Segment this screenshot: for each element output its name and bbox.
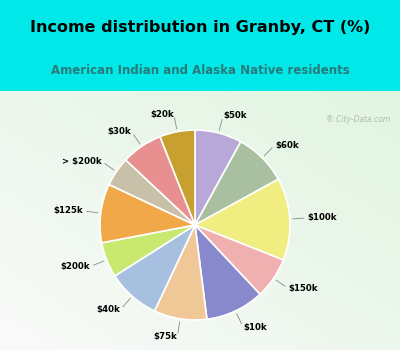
Text: $100k: $100k: [308, 214, 338, 222]
Text: $20k: $20k: [150, 110, 174, 119]
Text: $200k: $200k: [60, 262, 90, 271]
Text: American Indian and Alaska Native residents: American Indian and Alaska Native reside…: [51, 64, 349, 77]
Wedge shape: [195, 225, 283, 294]
Wedge shape: [160, 130, 195, 225]
Wedge shape: [195, 130, 241, 225]
Text: $75k: $75k: [154, 332, 177, 341]
Text: Income distribution in Granby, CT (%): Income distribution in Granby, CT (%): [30, 20, 370, 35]
Wedge shape: [195, 225, 260, 319]
Text: $60k: $60k: [275, 141, 299, 149]
Text: $10k: $10k: [243, 323, 267, 332]
Wedge shape: [109, 160, 195, 225]
Text: $150k: $150k: [288, 284, 318, 293]
Text: > $200k: > $200k: [62, 157, 102, 166]
Wedge shape: [126, 136, 195, 225]
Text: $40k: $40k: [96, 305, 120, 314]
Wedge shape: [154, 225, 207, 320]
Text: $50k: $50k: [223, 111, 247, 120]
Wedge shape: [115, 225, 195, 311]
Wedge shape: [195, 179, 290, 260]
Text: $125k: $125k: [53, 206, 83, 215]
Wedge shape: [195, 142, 278, 225]
Wedge shape: [100, 184, 195, 243]
Text: ® City-Data.com: ® City-Data.com: [326, 115, 390, 124]
Wedge shape: [102, 225, 195, 276]
Text: $30k: $30k: [108, 127, 132, 136]
